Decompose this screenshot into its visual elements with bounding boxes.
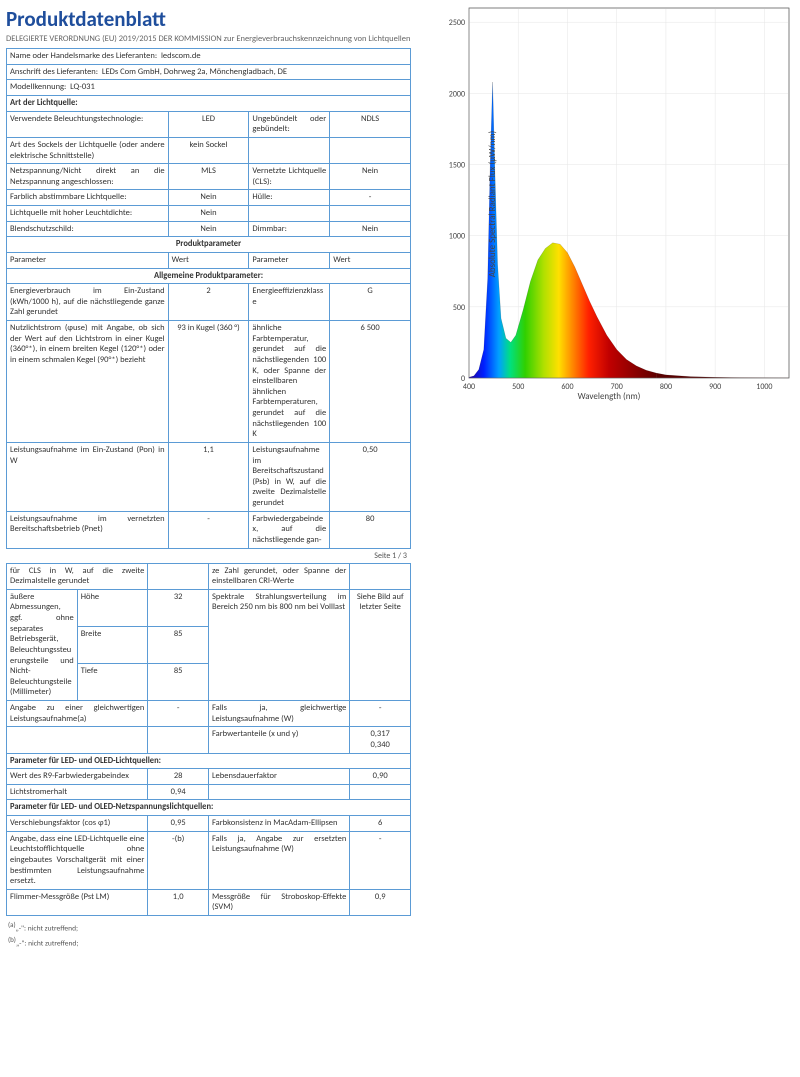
svg-text:800: 800 — [660, 382, 672, 392]
spectrum-chart: Absolute Spectral Radiant Flux (µW/nm) 0… — [423, 4, 795, 404]
svg-text:600: 600 — [561, 382, 573, 392]
datasheet-table-2: für CLS in W, auf die zweite Dezimalstel… — [6, 563, 411, 917]
page-title: Produktdatenblatt — [6, 6, 411, 32]
chart-x-axis-label: Wavelength (nm) — [578, 391, 641, 402]
footnotes: (a)„-": nicht zutreffend; (b)„-": nicht … — [6, 916, 411, 954]
svg-text:2500: 2500 — [449, 18, 465, 28]
svg-text:1500: 1500 — [449, 161, 465, 171]
datasheet-table: Name oder Handelsmarke des Lieferanten: … — [6, 48, 411, 548]
spectrum-column: Absolute Spectral Radiant Flux (µW/nm) 0… — [415, 0, 800, 958]
svg-text:1000: 1000 — [449, 232, 465, 242]
spectrum-svg: 0500100015002000250040050060070080090010… — [423, 4, 795, 404]
page-number: Seite 1 / 3 — [6, 549, 411, 563]
svg-text:2000: 2000 — [449, 89, 465, 99]
svg-text:500: 500 — [512, 382, 524, 392]
svg-text:1000: 1000 — [756, 382, 772, 392]
svg-text:500: 500 — [453, 303, 465, 313]
svg-text:900: 900 — [709, 382, 721, 392]
svg-text:400: 400 — [463, 382, 475, 392]
datasheet-left-column: Produktdatenblatt DELEGIERTE VERORDNUNG … — [0, 0, 415, 958]
regulation-subhead: DELEGIERTE VERORDNUNG (EU) 2019/2015 DER… — [6, 34, 411, 44]
chart-y-axis-label: Absolute Spectral Radiant Flux (µW/nm) — [487, 131, 498, 278]
